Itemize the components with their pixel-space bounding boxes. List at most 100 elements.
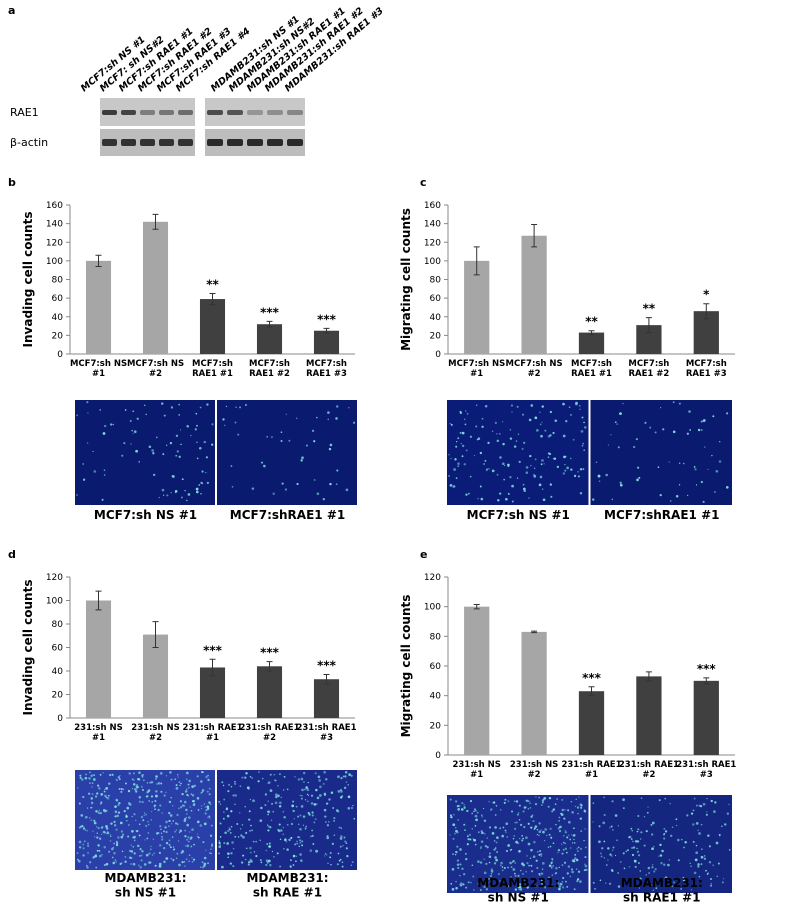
cell-dot [543,463,545,465]
cell-dot [673,881,676,884]
cell-dot [115,843,119,847]
cell-dot [163,794,166,797]
cell-dot [562,472,566,475]
cell-dot [455,886,458,890]
cell-dot [301,840,304,843]
cell-dot [464,852,467,855]
cell-dot [583,840,585,842]
cell-dot [505,849,509,853]
error-bar [209,292,216,306]
cell-dot [342,845,344,847]
cell-dot [539,850,542,852]
cell-dot [180,496,183,499]
cell-dot [611,855,613,857]
error-bar [152,621,159,648]
cell-dot [525,870,527,873]
cell-dot [201,861,204,863]
cell-dot [650,884,652,886]
cell-dot [292,800,295,803]
cell-dot [315,788,318,792]
cell-dot [295,805,298,808]
cell-dot [605,864,608,867]
cell-dot [714,801,717,804]
cell-dot [332,807,335,809]
cell-dot [307,800,309,803]
cell-dot [165,775,168,777]
cell-dot [144,404,146,406]
cell-dot [333,817,336,820]
cell-dot [693,871,697,875]
cell-dot [211,443,214,446]
cell-dot [157,831,160,835]
cell-dot [670,500,672,502]
cell-dot [561,864,564,866]
cell-dot [552,808,555,811]
bar [313,679,340,718]
cell-dot [540,872,544,875]
cell-dot [636,830,639,833]
cell-dot [614,854,617,857]
cell-dot [584,863,586,865]
cell-dot [517,842,520,845]
cell-dot [468,833,472,837]
cell-dot [189,806,191,808]
cell-dot [147,832,150,834]
cell-dot [562,848,565,851]
cell-dot [209,834,213,837]
cell-dot [302,771,306,775]
cell-dot [463,418,466,421]
cell-dot [569,875,572,878]
cell-dot [188,816,191,819]
cell-dot [186,844,190,848]
cell-dot [557,827,560,830]
cell-dot [551,874,554,876]
cell-dot [336,469,339,472]
cell-dot [512,837,515,840]
cell-dot [311,834,314,837]
cell-dot [570,847,572,849]
cell-dot [268,842,271,845]
cell-dot [81,825,84,828]
cell-dot [83,827,85,829]
cell-dot [564,469,567,472]
cell-dot [115,828,118,831]
cell-dot [313,479,316,481]
cell-dot [224,831,227,834]
cell-dot [250,824,252,827]
cell-dot [678,484,681,486]
cell-dot [510,876,512,878]
cell-dot [208,787,211,790]
cell-dot [649,426,652,429]
cell-dot [81,778,84,781]
cell-dot [318,779,322,782]
bar [464,606,490,755]
cell-dot [533,475,537,478]
cell-dot [496,836,499,839]
cell-dot [342,775,345,778]
cell-dot [526,886,529,889]
cell-dot [465,858,468,861]
cell-dot [135,449,138,453]
cell-dot [184,790,188,793]
cell-dot [700,863,703,865]
cell-dot [230,465,233,467]
cell-dot [138,461,140,463]
cell-dot [97,844,101,847]
cell-dot [186,793,189,797]
cell-dot [505,498,508,501]
cell-dot [298,823,300,826]
cell-dot [310,835,312,838]
band [247,110,263,115]
cell-dot [540,463,543,466]
cell-dot [507,463,510,467]
cell-dot [347,795,351,799]
cell-dot [190,845,193,848]
cell-dot [549,827,552,830]
cell-dot [242,854,245,857]
cell-dot [145,853,149,857]
cell-dot [88,777,91,780]
cell-dot [544,887,546,889]
cell-dot [200,807,203,810]
cell-dot [474,843,477,846]
band [207,139,223,146]
